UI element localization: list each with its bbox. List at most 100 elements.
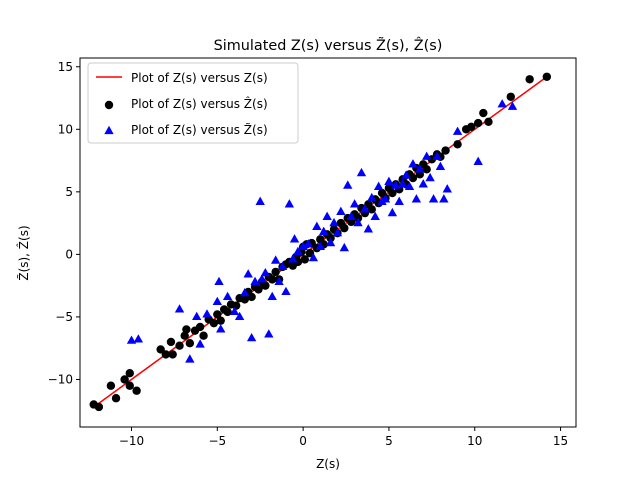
data-point-zhat xyxy=(216,316,225,325)
y-tick-label: 15 xyxy=(58,60,73,74)
data-point-ztilde xyxy=(336,206,346,215)
data-point-zhat xyxy=(213,310,222,319)
data-point-ztilde xyxy=(319,226,329,235)
data-point-ztilde xyxy=(356,167,367,177)
data-point-ztilde xyxy=(397,179,408,188)
data-point-ztilde xyxy=(384,176,394,185)
data-point-ztilde xyxy=(289,234,300,243)
data-point-ztilde xyxy=(308,252,319,262)
data-point-ztilde xyxy=(312,221,322,230)
plot-frame xyxy=(79,57,577,428)
data-point-ztilde xyxy=(418,179,428,188)
data-point-ztilde xyxy=(243,269,253,278)
data-point-ztilde xyxy=(332,227,343,237)
y-tick-label: 0 xyxy=(65,247,73,261)
x-tick-label: −10 xyxy=(119,434,144,448)
data-point-zhat xyxy=(125,381,134,390)
data-point-ztilde xyxy=(246,332,257,342)
data-point-ztilde xyxy=(411,194,422,203)
data-point-ztilde xyxy=(428,194,439,203)
data-point-ztilde xyxy=(315,241,325,250)
data-point-zhat xyxy=(453,140,462,149)
legend-label: Plot of Z(s) versus Z̃(s) xyxy=(131,123,268,137)
data-point-ztilde xyxy=(133,334,144,343)
data-point-zhat xyxy=(175,341,184,350)
data-point-zhat xyxy=(125,369,134,378)
data-point-zhat xyxy=(408,173,418,183)
data-point-zhat xyxy=(305,248,315,258)
data-point-ztilde xyxy=(257,274,267,283)
data-point-ztilde xyxy=(214,276,224,286)
data-point-ztilde xyxy=(339,242,349,252)
data-point-zhat xyxy=(525,75,534,84)
plot-area xyxy=(89,72,552,412)
data-point-ztilde xyxy=(212,296,222,306)
data-point-ztilde xyxy=(284,199,295,208)
y-tick-label: −5 xyxy=(55,310,73,324)
data-point-zhat xyxy=(388,188,397,198)
data-point-ztilde xyxy=(250,276,260,286)
legend-entry-0: Plot of Z(s) versus Z(s) xyxy=(96,71,268,85)
data-point-zhat xyxy=(340,223,349,233)
data-point-ztilde xyxy=(346,211,356,220)
y-tick-label: −10 xyxy=(48,372,73,386)
data-point-ztilde xyxy=(298,241,308,250)
data-point-zhat xyxy=(367,205,376,214)
x-axis-label: Z(s) xyxy=(316,457,340,471)
data-point-ztilde xyxy=(367,192,377,202)
legend: Plot of Z(s) versus Z(s) Plot of Z(s) ver… xyxy=(87,62,299,144)
y-tick-label: 10 xyxy=(58,122,73,136)
data-point-ztilde xyxy=(442,184,452,193)
data-point-ztilde xyxy=(380,194,391,203)
y-axis-label: Z̃(s), Ẑ(s) xyxy=(16,225,31,280)
legend-entry-2: Plot of Z(s) versus Z̃(s) xyxy=(104,123,268,137)
data-point-zhat xyxy=(120,375,129,384)
data-point-ztilde xyxy=(293,246,303,256)
x-tick-label: 0 xyxy=(299,434,307,448)
data-point-zhat xyxy=(156,345,165,354)
data-point-ztilde xyxy=(432,151,442,160)
data-point-zhat xyxy=(168,350,177,359)
data-point-zhat xyxy=(441,146,450,155)
data-point-zhat xyxy=(166,337,176,347)
x-tick-label: −5 xyxy=(208,434,226,448)
data-point-ztilde xyxy=(222,291,233,301)
data-point-zhat xyxy=(231,301,241,310)
data-point-zhat xyxy=(240,295,249,304)
data-point-ztilde xyxy=(277,261,288,271)
data-point-zhat xyxy=(271,267,280,277)
data-point-ztilde xyxy=(473,156,483,165)
data-point-zhat xyxy=(182,325,191,334)
data-point-zhat xyxy=(467,122,476,131)
data-point-ztilde xyxy=(360,204,370,213)
data-point-zhat xyxy=(268,275,277,284)
data-point-ztilde xyxy=(229,306,240,316)
data-point-ztilde xyxy=(363,224,374,233)
data-point-zhat xyxy=(161,350,171,359)
data-point-zhat xyxy=(223,307,232,317)
data-point-ztilde xyxy=(325,237,336,247)
data-point-zhat xyxy=(106,381,116,390)
data-point-zhat xyxy=(199,331,208,340)
data-point-zhat xyxy=(94,402,104,412)
data-point-ztilde xyxy=(507,101,518,110)
data-point-zhat xyxy=(473,118,483,128)
data-point-ztilde xyxy=(353,217,363,227)
data-point-ztilde xyxy=(240,287,250,297)
data-point-ztilde xyxy=(322,211,332,220)
data-point-ztilde xyxy=(349,199,360,208)
legend-circle-swatch xyxy=(104,100,114,110)
data-point-ztilde xyxy=(329,217,339,227)
data-point-zhat xyxy=(209,318,219,328)
data-point-ztilde xyxy=(435,161,446,170)
data-point-zhat xyxy=(542,72,552,81)
data-point-ztilde xyxy=(195,339,205,348)
legend-box xyxy=(87,62,299,144)
data-point-ztilde xyxy=(270,255,281,264)
data-point-ztilde xyxy=(387,207,398,217)
data-point-zhat xyxy=(132,386,141,395)
data-point-ztilde xyxy=(415,164,425,173)
data-point-ztilde xyxy=(264,329,274,338)
legend-entry-1: Plot of Z(s) versus Ẑ(s) xyxy=(104,96,268,111)
